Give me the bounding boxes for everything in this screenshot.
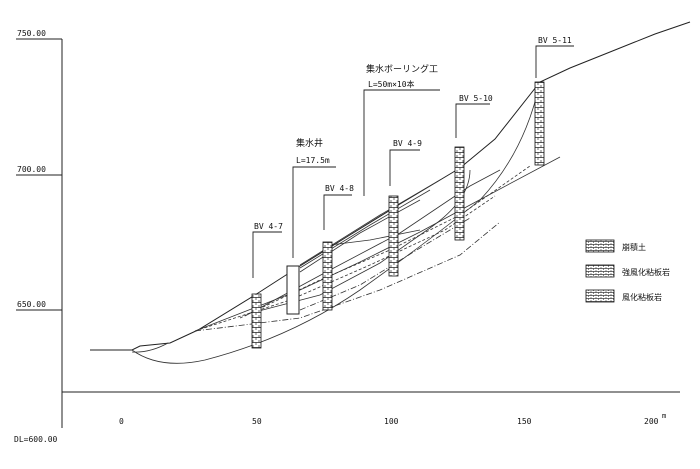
boundary-line-5 [244,169,501,317]
borehole-column [388,195,399,277]
borehole-leader [535,45,574,78]
borehole-label: BV 4-7 [254,222,283,231]
elevation-label-650: 650.00 [17,300,46,309]
drain-boring-title: 集水ボーリング工 [366,63,438,75]
borehole-label: BV 4-8 [325,184,354,193]
borehole-leader [323,194,352,230]
legend: 崩積土 強風化粘板岩 風化粘板岩 [585,239,670,303]
slip-surface-line [131,81,541,364]
borehole-label: BV 4-9 [393,139,422,148]
borehole-leader [389,149,420,186]
legend-swatch-highly-weathered-slate [585,264,615,278]
borehole-column [534,81,545,166]
distance-axis: 0 50 100 150 200 m [62,391,680,426]
distance-label-50: 50 [252,417,262,426]
distance-label-150: 150 [517,417,532,426]
collector-well-title: 集水井 [296,137,323,149]
borehole-column [454,146,465,241]
borehole-label: BV 5-10 [459,94,493,103]
legend-label-highly-weathered-slate: 強風化粘板岩 [622,267,670,277]
boundary-line-1 [194,221,501,332]
borehole-leader [455,103,490,138]
legend-swatch-colluvium [585,239,615,253]
distance-label-200: 200 [644,417,659,426]
elevation-label-700: 700.00 [17,165,46,174]
borehole-column [322,241,333,311]
distance-label-100: 100 [384,417,399,426]
borehole-bv-5-10: BV 5-10 [454,94,493,241]
collector-well-callout: 集水井 L=17.5m [292,137,336,258]
drain-boring-line-2 [299,189,431,269]
collector-well-length: L=17.5m [296,156,330,165]
ground-surface-line [90,21,691,351]
distance-unit: m [662,412,666,420]
drain-boring-spec: L=50m×10本 [368,79,415,89]
legend-label-colluvium: 崩積土 [622,242,646,252]
borehole-bv-4-9: BV 4-9 [388,139,422,277]
datum-label: DL=600.00 [14,435,58,444]
drain-boring-line-3 [299,199,421,273]
drain-boring-leader [363,89,440,196]
borehole-column [251,293,262,349]
borehole-label: BV 5-11 [538,36,572,45]
legend-swatch-weathered-slate [585,289,615,303]
drain-boring-line-4 [329,229,421,246]
collector-well-leader [292,166,336,258]
elevation-label-750: 750.00 [17,29,46,38]
legend-label-weathered-slate: 風化粘板岩 [622,292,662,302]
borehole-bv-4-7: BV 4-7 [251,222,283,349]
borehole-leader [252,231,282,278]
drain-boring-callout: 集水ボーリング工 L=50m×10本 [363,63,440,196]
borehole-bv-5-11: BV 5-11 [534,36,574,166]
elevation-axis: 750.00 700.00 650.00 DL=600.00 [14,29,63,444]
boundary-line-4 [239,165,531,319]
collector-well-shaft [286,265,300,315]
boundary-line-3 [194,156,561,332]
borehole-bv-4-8: BV 4-8 [322,184,354,311]
distance-label-0: 0 [119,417,124,426]
